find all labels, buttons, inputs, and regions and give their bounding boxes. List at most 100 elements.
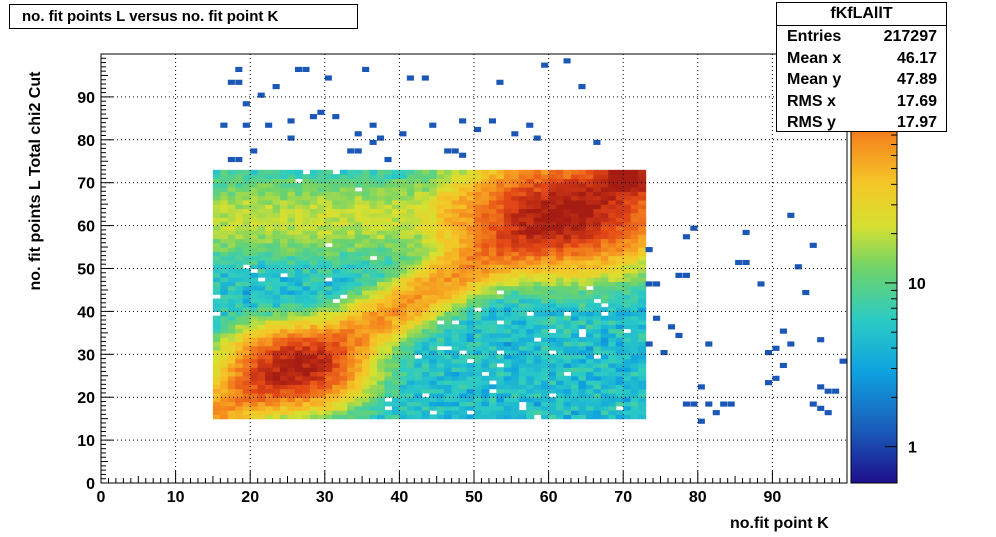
heatmap-cell <box>294 238 304 244</box>
heatmap-cell <box>474 277 483 282</box>
heatmap-cell <box>287 380 296 385</box>
heatmap-cell <box>593 238 602 244</box>
heatmap-cell <box>451 341 460 347</box>
heatmap-cell <box>309 169 318 175</box>
heatmap-cell <box>459 229 468 235</box>
heatmap-cell <box>615 272 624 278</box>
heatmap-cell <box>212 388 221 394</box>
heatmap-cell <box>391 191 400 197</box>
heatmap-cell <box>294 169 304 175</box>
heatmap-cell <box>362 319 371 325</box>
heatmap-cell <box>518 358 527 364</box>
stats-value: 17.97 <box>896 114 937 131</box>
heatmap-cell <box>257 182 266 188</box>
heatmap-cell <box>630 362 639 368</box>
heatmap-cell <box>556 392 565 398</box>
heatmap-cell <box>541 285 550 291</box>
heatmap-cell <box>384 221 393 227</box>
heatmap-cell <box>309 204 318 210</box>
heatmap-cell <box>615 414 624 420</box>
heatmap-cell <box>250 234 259 240</box>
heatmap-cell <box>324 371 333 377</box>
heatmap-cell <box>362 225 371 231</box>
heatmap-cell <box>429 208 438 214</box>
heatmap-cell <box>526 264 535 270</box>
heatmap-cell <box>220 229 229 235</box>
heatmap-cell <box>235 255 244 261</box>
heatmap-cell <box>406 371 415 377</box>
heatmap-cell <box>317 264 326 270</box>
heatmap-cell <box>556 397 565 403</box>
heatmap-cell <box>518 272 527 278</box>
heatmap-cell <box>503 225 512 231</box>
heatmap-cell <box>466 195 475 201</box>
heatmap-cell <box>533 268 542 274</box>
heatmap-cell <box>309 199 318 205</box>
heatmap-cell <box>220 255 229 261</box>
heatmap-cell <box>242 285 251 291</box>
heatmap-cell <box>399 328 408 334</box>
heatmap-cell <box>339 375 348 381</box>
heatmap-cell <box>324 392 333 398</box>
heatmap-cell <box>414 199 423 205</box>
heatmap-cell <box>212 229 221 235</box>
heatmap-cell <box>421 362 430 368</box>
heatmap-cell <box>638 332 647 338</box>
sparse-cell <box>735 259 743 266</box>
heatmap-cell <box>362 186 371 192</box>
heatmap-cell <box>563 332 572 338</box>
heatmap-cell <box>287 414 296 420</box>
heatmap-cell <box>414 350 423 355</box>
heatmap-cell <box>496 251 505 257</box>
heatmap-cell <box>354 392 363 398</box>
heatmap-cell <box>570 337 580 343</box>
heatmap-cell <box>377 324 386 330</box>
heatmap-cell <box>518 268 527 274</box>
heatmap-cell <box>623 332 632 338</box>
heatmap-cell <box>235 272 244 278</box>
x-tick-label: 50 <box>465 489 483 506</box>
sparse-cell <box>526 122 534 128</box>
heatmap-cell <box>377 298 386 304</box>
heatmap-cell <box>354 199 363 205</box>
heatmap-cell <box>526 315 535 321</box>
heatmap-cell <box>444 225 453 231</box>
heatmap-cell <box>309 362 318 368</box>
heatmap-cell <box>309 234 318 240</box>
heatmap-cell <box>347 238 356 244</box>
heatmap-cell <box>347 186 356 192</box>
heatmap-cell <box>399 367 408 373</box>
heatmap-cell <box>421 380 430 385</box>
heatmap-cell <box>518 341 527 347</box>
heatmap-cell <box>280 212 289 218</box>
heatmap-cell <box>377 229 386 235</box>
sparse-cell <box>474 126 482 133</box>
heatmap-cell <box>287 225 296 231</box>
heatmap-cell <box>533 251 542 257</box>
heatmap-cell <box>615 307 624 312</box>
heatmap-cell <box>541 294 550 300</box>
heatmap-cell <box>623 302 632 308</box>
heatmap-cell <box>220 182 229 188</box>
heatmap-cell <box>212 405 221 411</box>
heatmap-cell <box>563 259 572 265</box>
heatmap-cell <box>406 259 415 265</box>
heatmap-cell <box>533 371 542 377</box>
heatmap-cell <box>585 414 594 420</box>
heatmap-cell <box>563 272 572 278</box>
heatmap-cell <box>533 388 542 394</box>
heatmap-cell <box>488 405 497 411</box>
heatmap-cell <box>526 328 535 334</box>
heatmap-cell <box>362 247 371 252</box>
heatmap-cell <box>362 208 371 214</box>
heatmap-cell <box>354 358 363 364</box>
heatmap-cell <box>608 354 617 360</box>
heatmap-cell <box>384 350 393 355</box>
heatmap-cell <box>369 268 378 274</box>
heatmap-cell <box>272 410 281 415</box>
heatmap-cell <box>526 182 535 188</box>
heatmap-cell <box>302 298 311 304</box>
sparse-cell <box>563 58 571 64</box>
heatmap-cell <box>556 302 565 308</box>
heatmap-cell <box>384 380 393 385</box>
